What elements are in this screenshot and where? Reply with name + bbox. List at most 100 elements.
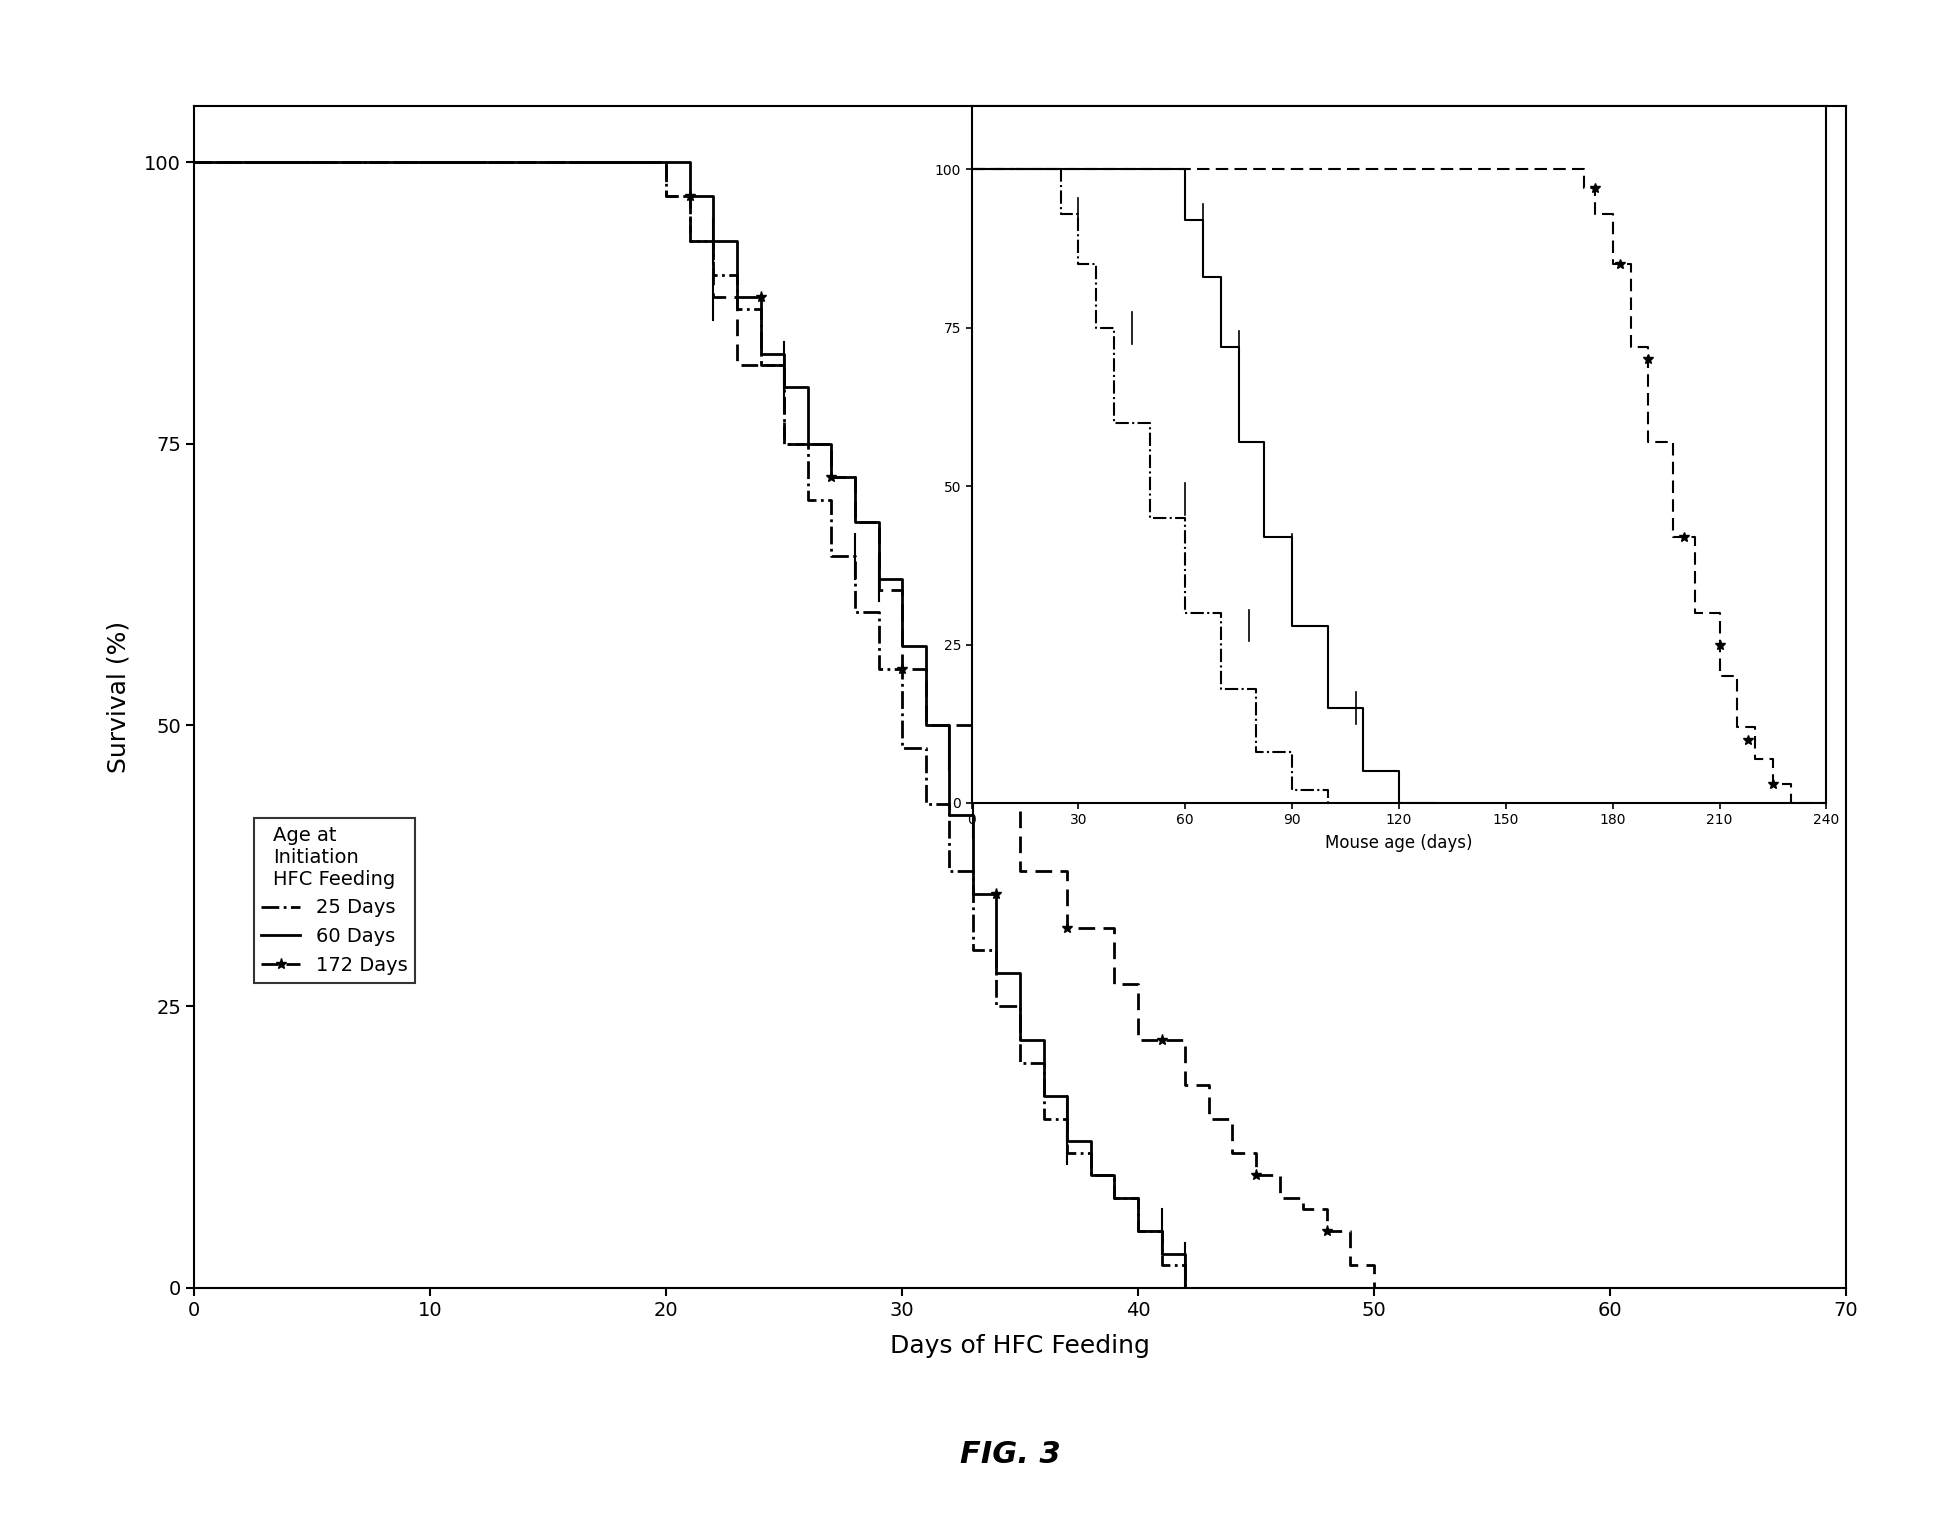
- 25 Days: [725, 265, 748, 283]
- 172 Days: [1269, 1189, 1292, 1207]
- 25 Days: [1150, 1223, 1174, 1241]
- 60 Days: [913, 717, 937, 735]
- 25 Days: [725, 300, 748, 318]
- 25 Days: [962, 862, 985, 880]
- 60 Days: [1032, 1032, 1055, 1050]
- 60 Days: [773, 379, 797, 397]
- 25 Days: [1055, 1144, 1078, 1162]
- 60 Days: [1008, 964, 1032, 982]
- 172 Days: [1197, 1076, 1220, 1094]
- 172 Days: [843, 514, 867, 532]
- 60 Days: [1078, 1167, 1102, 1185]
- 60 Days: [890, 570, 913, 588]
- 25 Days: [890, 659, 913, 677]
- 60 Days: [985, 885, 1008, 903]
- 25 Days: [820, 547, 843, 565]
- 25 Days: [701, 265, 725, 283]
- 60 Days: [725, 288, 748, 306]
- 60 Days: [701, 232, 725, 250]
- 60 Days: [773, 344, 797, 362]
- 60 Days: [701, 186, 725, 205]
- Line: 60 Days: 60 Days: [194, 162, 1374, 1288]
- 172 Days: [1339, 1256, 1362, 1274]
- 25 Days: [938, 795, 962, 814]
- 25 Days: [678, 186, 701, 205]
- 25 Days: [1104, 1189, 1127, 1207]
- 25 Days: [843, 603, 867, 621]
- 25 Days: [1078, 1144, 1102, 1162]
- 25 Days: [1244, 1279, 1267, 1297]
- 60 Days: [1150, 1245, 1174, 1264]
- 60 Days: [867, 514, 890, 532]
- 25 Days: [1150, 1256, 1174, 1274]
- 25 Days: [797, 491, 820, 509]
- 60 Days: [1055, 1132, 1078, 1150]
- 25 Days: [1032, 1110, 1055, 1129]
- 25 Days: [913, 795, 937, 814]
- 25 Days: [1104, 1167, 1127, 1185]
- 60 Days: [678, 153, 701, 171]
- 60 Days: [1244, 1279, 1267, 1297]
- 25 Days: [1244, 1279, 1267, 1297]
- 60 Days: [843, 514, 867, 532]
- 25 Days: [1127, 1223, 1150, 1241]
- 25 Days: [1008, 1053, 1032, 1071]
- 60 Days: [1244, 1279, 1267, 1297]
- 60 Days: [962, 885, 985, 903]
- X-axis label: Mouse age (days): Mouse age (days): [1325, 835, 1473, 853]
- 60 Days: [843, 468, 867, 486]
- 25 Days: [748, 300, 771, 318]
- 60 Days: [1127, 1223, 1150, 1241]
- 25 Days: [913, 738, 937, 756]
- 60 Days: [1127, 1189, 1150, 1207]
- 60 Days: [867, 570, 890, 588]
- Line: 25 Days: 25 Days: [194, 162, 1374, 1288]
- 60 Days: [938, 717, 962, 735]
- 60 Days: [890, 638, 913, 656]
- 60 Days: [1104, 1167, 1127, 1185]
- 25 Days: [1362, 1279, 1385, 1297]
- 60 Days: [748, 344, 771, 362]
- 25 Days: [985, 941, 1008, 959]
- 60 Days: [678, 186, 701, 205]
- 60 Days: [797, 435, 820, 453]
- 25 Days: [867, 603, 890, 621]
- Text: FIG. 3: FIG. 3: [960, 1439, 1061, 1470]
- 25 Days: [820, 491, 843, 509]
- 60 Days: [913, 638, 937, 656]
- Legend: 25 Days, 60 Days, 172 Days: 25 Days, 60 Days, 172 Days: [255, 818, 416, 983]
- 25 Days: [655, 186, 678, 205]
- 60 Days: [1078, 1132, 1102, 1150]
- 172 Days: [1834, 1279, 1858, 1297]
- 25 Days: [867, 659, 890, 677]
- 25 Days: [938, 862, 962, 880]
- Y-axis label: Survival (%): Survival (%): [107, 621, 130, 773]
- 60 Days: [1055, 1088, 1078, 1106]
- 25 Days: [1078, 1167, 1102, 1185]
- 60 Days: [797, 379, 820, 397]
- 25 Days: [701, 232, 725, 250]
- 25 Days: [962, 941, 985, 959]
- 60 Days: [985, 964, 1008, 982]
- 60 Days: [1362, 1279, 1385, 1297]
- 25 Days: [1127, 1189, 1150, 1207]
- 60 Days: [725, 232, 748, 250]
- X-axis label: Days of HFC Feeding: Days of HFC Feeding: [890, 1333, 1150, 1357]
- 60 Days: [1174, 1279, 1197, 1297]
- 60 Days: [183, 153, 206, 171]
- 60 Days: [1150, 1223, 1174, 1241]
- 25 Days: [183, 153, 206, 171]
- 25 Days: [797, 435, 820, 453]
- 25 Days: [655, 153, 678, 171]
- 25 Days: [1032, 1053, 1055, 1071]
- 25 Days: [773, 356, 797, 374]
- 172 Days: [1174, 1032, 1197, 1050]
- 60 Days: [1174, 1245, 1197, 1264]
- 25 Days: [1008, 997, 1032, 1015]
- 25 Days: [748, 356, 771, 374]
- Line: 172 Days: 172 Days: [194, 162, 1846, 1288]
- 60 Days: [938, 806, 962, 824]
- 25 Days: [985, 997, 1008, 1015]
- 172 Days: [1127, 1032, 1150, 1050]
- 25 Days: [678, 232, 701, 250]
